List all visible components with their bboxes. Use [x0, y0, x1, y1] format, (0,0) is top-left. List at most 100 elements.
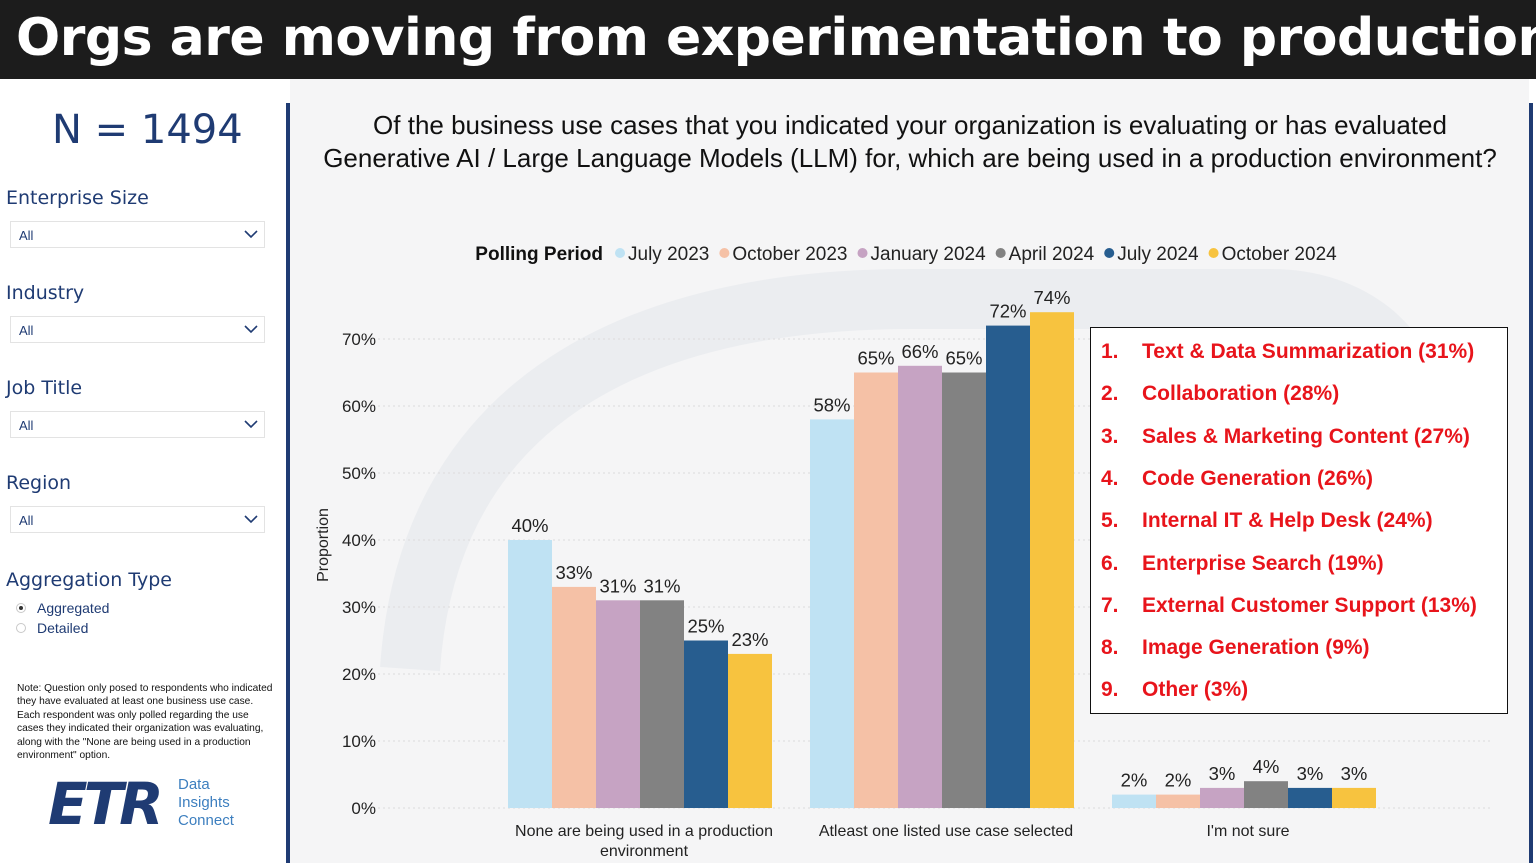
- y-tick-label: 30%: [342, 598, 376, 617]
- job-title-label: Job Title: [6, 377, 83, 399]
- legend-marker: [995, 248, 1006, 258]
- data-label: 31%: [599, 575, 636, 596]
- industry-value: All: [19, 323, 34, 338]
- chevron-down-icon: [244, 420, 258, 429]
- logo-line: Connect: [178, 812, 234, 829]
- job-title-select[interactable]: All: [10, 411, 265, 438]
- legend-marker: [1208, 248, 1219, 258]
- data-label: 31%: [643, 575, 680, 596]
- legend-label: April 2024: [1009, 244, 1095, 265]
- logo-line: Insights: [178, 794, 230, 811]
- x-tick-line: environment: [600, 843, 689, 860]
- radio-selected-icon: [16, 603, 26, 613]
- bar: [596, 600, 640, 808]
- bar: [854, 372, 898, 808]
- chevron-down-icon: [244, 515, 258, 524]
- chart-panel: Of the business use cases that you indic…: [290, 79, 1529, 863]
- logo-word: ETR: [48, 770, 164, 838]
- ranking-number: 6.: [1101, 551, 1119, 575]
- legend: Polling Period July 2023 October 2023 Janua…: [475, 244, 1337, 265]
- bar: [1332, 787, 1376, 808]
- title-bar: Orgs are moving from experimentation to …: [0, 0, 1536, 79]
- data-label: 2%: [1121, 770, 1148, 791]
- data-label: 33%: [555, 562, 592, 583]
- filter-sidebar: N = 1494 Enterprise Size All Industry Al…: [0, 79, 288, 863]
- legend-marker: [857, 248, 868, 258]
- ranking-item: 6. Enterprise Search (19%): [1101, 552, 1384, 576]
- bar: [684, 640, 728, 808]
- y-axis-label: Proportion: [315, 508, 332, 582]
- legend-label: July 2023: [628, 244, 709, 265]
- data-label: 2%: [1165, 770, 1192, 791]
- bar: [1030, 312, 1074, 808]
- x-tick-label: Atleast one listed use case selected: [819, 823, 1073, 840]
- enterprise-size-select[interactable]: All: [10, 221, 265, 248]
- x-tick-line: I'm not sure: [1206, 823, 1289, 840]
- ranking-number: 1.: [1101, 340, 1119, 363]
- ranking-text: Enterprise Search (19%): [1142, 551, 1384, 575]
- ranking-item: 2. Collaboration (28%): [1101, 382, 1339, 406]
- logo-line: Data: [178, 776, 210, 793]
- data-label: 72%: [989, 301, 1026, 322]
- ranking-number: 5.: [1101, 509, 1119, 533]
- region-value: All: [19, 513, 34, 528]
- x-tick-label: None are being used in a production envir…: [515, 823, 773, 860]
- ranking-item: 9. Other (3%): [1101, 678, 1248, 702]
- respondent-count: N = 1494: [52, 107, 243, 153]
- legend-marker: [615, 248, 626, 258]
- legend-label: October 2024: [1222, 244, 1338, 265]
- ranking-text: Internal IT & Help Desk (24%): [1142, 509, 1433, 533]
- enterprise-size-label: Enterprise Size: [6, 187, 149, 209]
- industry-select[interactable]: All: [10, 316, 265, 343]
- legend-label: October 2023: [732, 244, 847, 265]
- region-select[interactable]: All: [10, 506, 265, 533]
- ranking-item: 3. Sales & Marketing Content (27%): [1101, 425, 1470, 449]
- use-case-ranking-box: 1. Text & Data Summarization (31%) 2. Colla…: [1090, 327, 1508, 714]
- data-label: 4%: [1253, 756, 1280, 777]
- ranking-item: 1. Text & Data Summarization (31%): [1101, 340, 1474, 364]
- bar: [1288, 787, 1332, 808]
- bar: [508, 540, 552, 808]
- ranking-number: 7.: [1101, 593, 1119, 617]
- radio-aggregated-label: Aggregated: [37, 600, 110, 616]
- bar: [552, 586, 596, 808]
- ranking-text: Text & Data Summarization (31%): [1142, 340, 1475, 363]
- ranking-number: 4.: [1101, 466, 1119, 490]
- y-tick-label: 10%: [342, 732, 376, 751]
- ranking-text: Sales & Marketing Content (27%): [1142, 424, 1470, 448]
- ranking-text: Code Generation (26%): [1142, 466, 1374, 490]
- ranking-number: 2.: [1101, 382, 1119, 406]
- etr-logo: ETR Data Insights Connect: [48, 770, 248, 838]
- ranking-text: External Customer Support (13%): [1142, 593, 1477, 617]
- y-tick-label: 50%: [342, 464, 376, 483]
- data-label: 58%: [813, 394, 850, 415]
- ranking-item: 5. Internal IT & Help Desk (24%): [1101, 509, 1433, 533]
- ranking-item: 4. Code Generation (26%): [1101, 467, 1373, 491]
- job-title-value: All: [19, 418, 34, 433]
- ranking-number: 3.: [1101, 424, 1119, 448]
- bar-chart: 0% 10% 20% 30% 40% 50% 60% 70% Proportion Polling…: [315, 244, 1490, 860]
- data-label: 23%: [731, 629, 768, 650]
- data-label: 74%: [1033, 287, 1070, 308]
- data-label: 65%: [857, 348, 894, 369]
- bar: [810, 419, 854, 808]
- ranking-item: 7. External Customer Support (13%): [1101, 594, 1477, 618]
- x-tick-line: None are being used in a production: [515, 823, 773, 840]
- panel-divider: [286, 103, 290, 863]
- ranking-number: 8.: [1101, 636, 1119, 660]
- data-label: 3%: [1297, 763, 1324, 784]
- region-label: Region: [6, 472, 72, 494]
- chevron-down-icon: [244, 230, 258, 239]
- bar: [942, 372, 986, 808]
- radio-unselected-icon: [16, 623, 26, 633]
- chevron-down-icon: [244, 325, 258, 334]
- data-label: 65%: [945, 348, 982, 369]
- data-label: 40%: [511, 515, 548, 536]
- panel-edge: [1529, 103, 1533, 863]
- bar: [1200, 787, 1244, 808]
- page-title: Orgs are moving from experimentation to …: [16, 8, 1536, 68]
- aggregation-type-label: Aggregation Type: [6, 569, 172, 591]
- y-tick-label: 0%: [351, 799, 376, 818]
- enterprise-size-value: All: [19, 228, 34, 243]
- footnote: Note: Question only posed to respondents…: [17, 683, 273, 762]
